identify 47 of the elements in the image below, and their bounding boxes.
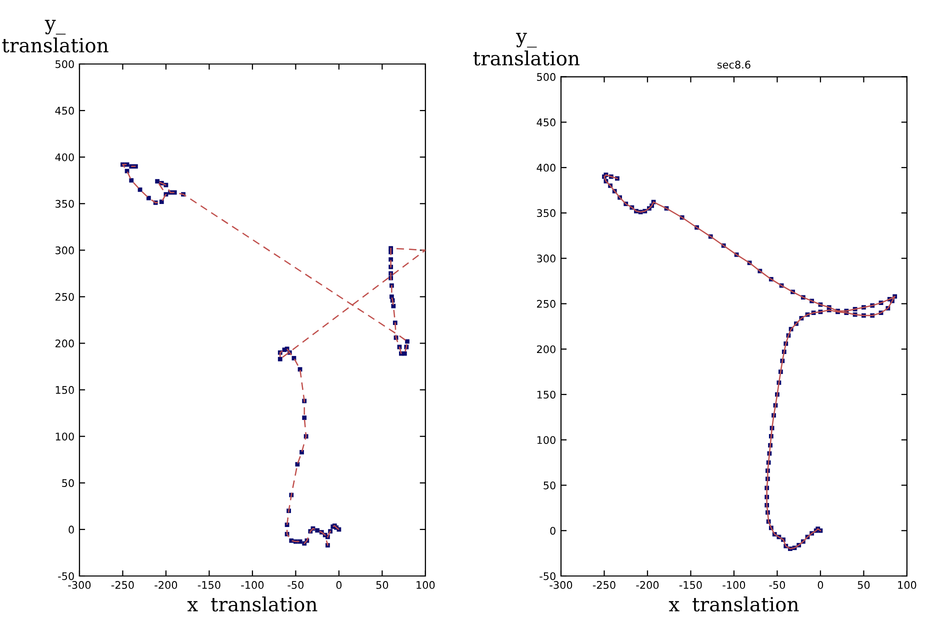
x-tick-label: 100 <box>898 581 916 589</box>
y-tick-label: 100 <box>537 436 556 444</box>
y-tick-label: 150 <box>537 390 556 399</box>
x-tick-label: -150 <box>198 581 220 589</box>
y-tick-label: 200 <box>55 340 74 348</box>
y-tick-label: 400 <box>55 153 74 162</box>
x-axis-title: x translation <box>668 596 799 612</box>
y-tick-label: -50 <box>540 572 556 580</box>
x-tick-label: -150 <box>679 581 702 589</box>
y-tick-label: 200 <box>537 345 556 354</box>
x-tick-label: 0 <box>818 581 824 589</box>
y-tick-label: 450 <box>536 118 556 126</box>
y-tick-label: 250 <box>537 300 556 308</box>
x-tick-label: -250 <box>592 581 616 589</box>
chart-title: sec8.6 <box>717 60 750 69</box>
x-tick-label: -50 <box>288 581 304 589</box>
x-tick-label: -200 <box>636 581 659 589</box>
y-tick-label: 400 <box>536 164 556 172</box>
x-tick-label: -200 <box>154 581 178 589</box>
x-tick-label: -250 <box>111 581 134 589</box>
x-tick-label: -50 <box>769 581 786 589</box>
y-tick-label: 250 <box>55 292 74 301</box>
x-tick-label: -100 <box>241 581 264 589</box>
y-tick-label: 300 <box>56 246 74 254</box>
y-tick-label: 300 <box>537 254 556 262</box>
y-tick-label: 450 <box>55 106 74 115</box>
y-tick-label: 50 <box>544 481 556 490</box>
x-tick-label: 0 <box>336 581 342 589</box>
y-tick-label: 50 <box>62 479 74 488</box>
y-axis-title: y_ translation <box>2 20 108 53</box>
y-tick-label: 350 <box>56 200 74 208</box>
y-tick-label: 350 <box>537 209 556 218</box>
y-tick-label: -50 <box>58 572 74 580</box>
x-tick-label: -100 <box>722 581 746 589</box>
x-tick-label: -300 <box>68 581 91 589</box>
x-axis-title: x translation <box>187 596 318 612</box>
x-tick-label: 100 <box>416 581 435 589</box>
x-tick-label: 50 <box>858 581 870 589</box>
y-tick-label: 0 <box>550 526 556 535</box>
x-tick-label: 50 <box>376 581 388 589</box>
x-tick-label: -300 <box>550 581 572 589</box>
y-tick-label: 150 <box>56 386 74 394</box>
y-tick-label: 100 <box>56 432 74 440</box>
y-tick-label: 0 <box>68 526 74 534</box>
y-tick-label: 500 <box>56 60 74 68</box>
y-tick-label: 500 <box>537 73 556 81</box>
y-axis-title: y_ translation <box>473 32 580 66</box>
